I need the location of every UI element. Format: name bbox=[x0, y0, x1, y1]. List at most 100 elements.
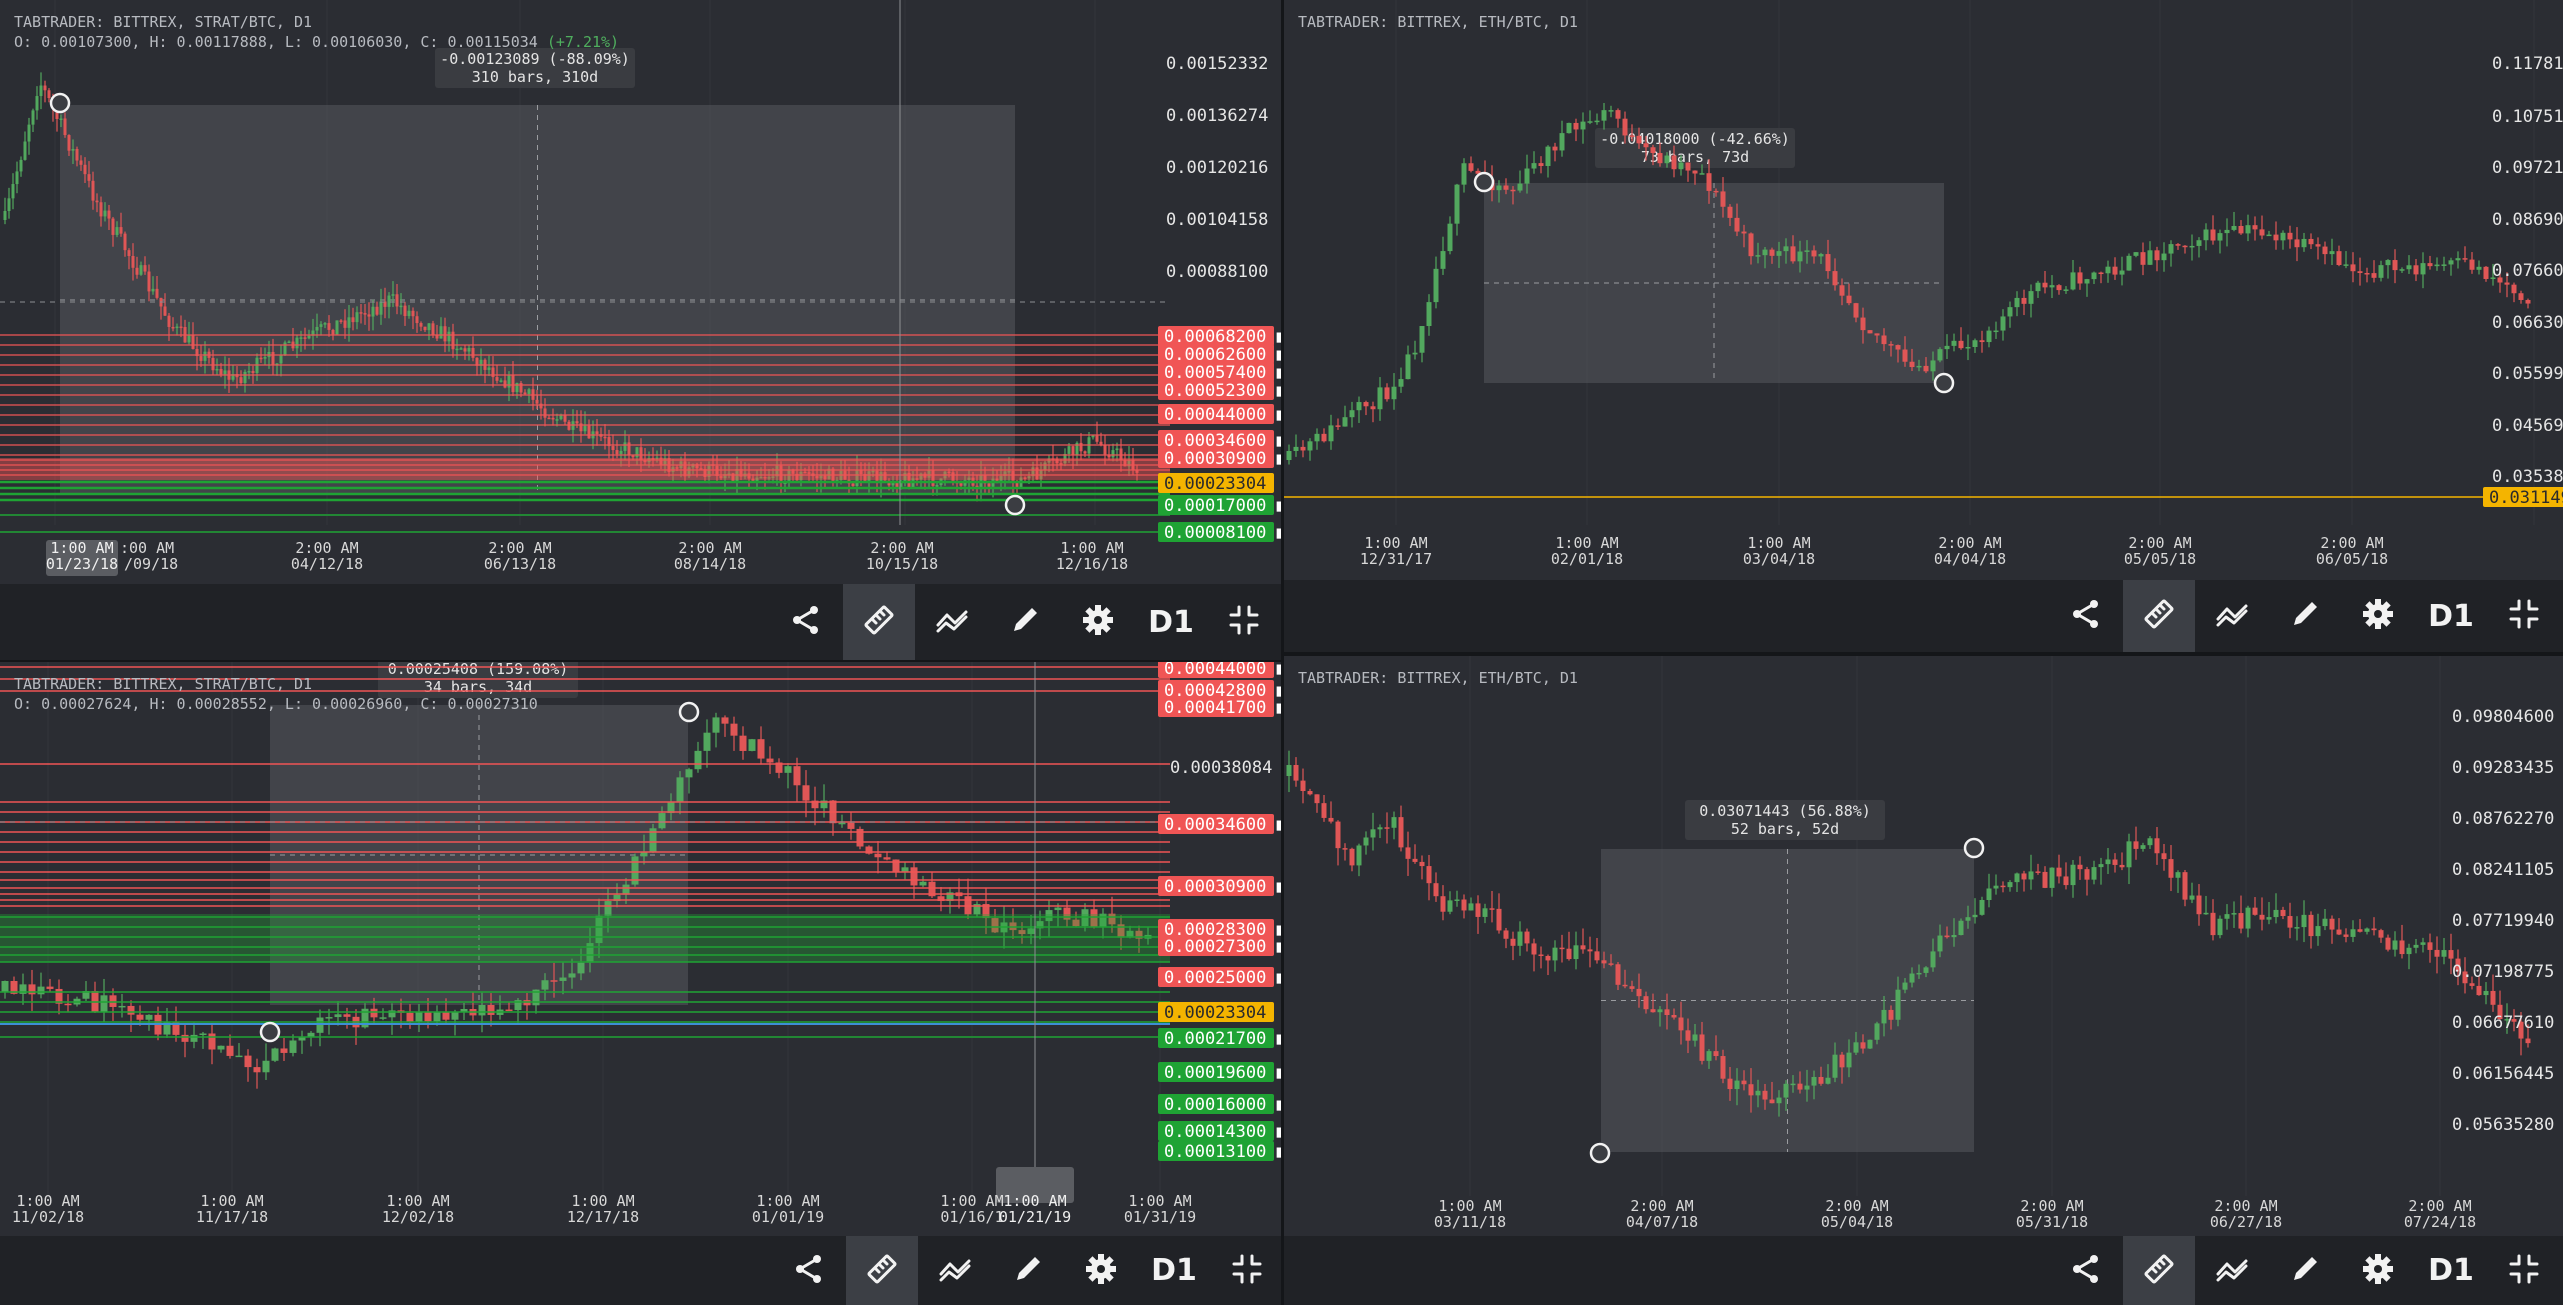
candle bbox=[399, 305, 403, 308]
indicator-button[interactable] bbox=[2196, 580, 2268, 652]
candle bbox=[1671, 1014, 1677, 1018]
symbol-label: TABTRADER: BITTREX, STRAT/BTC, D1 bbox=[14, 13, 313, 31]
pencil-button[interactable] bbox=[2269, 580, 2341, 652]
indicator-button[interactable] bbox=[919, 1236, 991, 1305]
candle bbox=[443, 326, 447, 342]
chart-panel-bottom-left[interactable]: 0.00025408 (159.08%) 34 bars, 34d 0.000380… bbox=[0, 662, 1281, 1236]
price-chart[interactable]: 0.03071443 (56.88%)52 bars, 52d 0.0980460… bbox=[1284, 656, 2563, 1236]
candle bbox=[10, 981, 18, 994]
candle bbox=[123, 233, 127, 251]
candle bbox=[568, 973, 576, 978]
candle bbox=[1377, 827, 1383, 830]
candle bbox=[1, 981, 9, 992]
candle bbox=[595, 431, 599, 435]
indicator-button[interactable] bbox=[2196, 1236, 2268, 1305]
gear-button[interactable] bbox=[1065, 1236, 1137, 1305]
candle bbox=[1622, 118, 1628, 136]
y-axis-tick-label: 0.08690676 bbox=[2492, 210, 2563, 230]
candle bbox=[67, 135, 71, 151]
ruler-icon bbox=[865, 1252, 899, 1290]
candle bbox=[1099, 441, 1103, 445]
share-button[interactable] bbox=[2050, 1236, 2122, 1305]
fullscreen-exit-button[interactable] bbox=[1208, 584, 1280, 660]
ruler-button[interactable] bbox=[846, 1236, 918, 1305]
x-axis-tick-date: 04/12/18 bbox=[291, 555, 363, 573]
candle bbox=[559, 414, 563, 420]
candle bbox=[343, 320, 347, 328]
ruler-button[interactable] bbox=[843, 584, 915, 660]
candle bbox=[163, 1022, 171, 1035]
timeframe-button[interactable]: D1 bbox=[2415, 580, 2487, 652]
candle bbox=[1321, 433, 1327, 442]
candle bbox=[1846, 1052, 1852, 1068]
share-button[interactable] bbox=[773, 1236, 845, 1305]
candle bbox=[2042, 871, 2048, 888]
pencil-button[interactable] bbox=[992, 1236, 1064, 1305]
indicator-button[interactable] bbox=[916, 584, 988, 660]
fullscreen-exit-button[interactable] bbox=[2488, 580, 2560, 652]
candle bbox=[1524, 931, 1530, 944]
candle bbox=[1321, 803, 1327, 818]
candle bbox=[1888, 344, 1894, 346]
share-button[interactable] bbox=[770, 584, 842, 660]
price-level-tag bbox=[1158, 1141, 1274, 1161]
candle bbox=[1007, 470, 1011, 473]
gear-button[interactable] bbox=[1062, 584, 1134, 660]
candle bbox=[27, 124, 31, 142]
candle bbox=[2399, 269, 2405, 271]
x-axis-tick-date: 06/05/18 bbox=[2316, 550, 2388, 568]
candle bbox=[2504, 282, 2510, 285]
candle bbox=[1608, 963, 1614, 965]
candle bbox=[1307, 441, 1313, 451]
candle bbox=[147, 271, 151, 292]
ruler-button[interactable] bbox=[2123, 580, 2195, 652]
price-level-tag bbox=[1158, 967, 1274, 987]
share-button[interactable] bbox=[2050, 580, 2122, 652]
candle bbox=[987, 483, 991, 487]
price-level-tag bbox=[1158, 697, 1274, 717]
timeframe-button[interactable]: D1 bbox=[1135, 584, 1207, 660]
price-level-label: 0.00030900 ■ bbox=[1164, 449, 1281, 469]
gear-button[interactable] bbox=[2342, 1236, 2414, 1305]
candle bbox=[1111, 450, 1115, 458]
measure-delta-label: -0.04018000 (-42.66%) bbox=[1600, 130, 1790, 148]
candle bbox=[431, 323, 435, 335]
candle bbox=[2392, 260, 2398, 271]
chart-panel-top-left[interactable]: -0.00123089 (-88.09%) 310 bars, 310d 0.001… bbox=[0, 0, 1281, 584]
candle bbox=[1531, 943, 1537, 955]
candle bbox=[583, 425, 587, 432]
candle bbox=[415, 1011, 423, 1022]
chart-panel-bottom-right[interactable]: 0.03071443 (56.88%) 52 bars, 52d 0.0980460… bbox=[1284, 656, 2563, 1236]
candle bbox=[1986, 888, 1992, 900]
candle bbox=[367, 314, 371, 317]
price-chart[interactable]: -0.00123089 (-88.09%)310 bars, 310d 0.001… bbox=[0, 0, 1281, 584]
gear-button[interactable] bbox=[2342, 580, 2414, 652]
candle bbox=[931, 470, 935, 486]
candle bbox=[1524, 168, 1530, 184]
fullscreen-exit-button[interactable] bbox=[1211, 1236, 1283, 1305]
pencil-button[interactable] bbox=[989, 584, 1061, 660]
pencil-button[interactable] bbox=[2269, 1236, 2341, 1305]
candle bbox=[715, 465, 719, 477]
ruler-button[interactable] bbox=[2123, 1236, 2195, 1305]
candle bbox=[1475, 903, 1481, 917]
candle bbox=[191, 335, 195, 350]
candle bbox=[1615, 110, 1621, 119]
candle bbox=[1706, 173, 1712, 191]
price-chart[interactable]: 0.00025408 (159.08%)34 bars, 34d0.000380… bbox=[0, 662, 1281, 1236]
candle bbox=[451, 1011, 459, 1020]
candle bbox=[2350, 264, 2356, 272]
candle bbox=[2000, 316, 2006, 331]
candle bbox=[2203, 229, 2209, 241]
fullscreen-exit-button[interactable] bbox=[2488, 1236, 2560, 1305]
timeframe-button[interactable]: D1 bbox=[1138, 1236, 1210, 1305]
candle bbox=[763, 476, 767, 479]
chart-panel-top-right[interactable]: -0.04018000 (-42.66%) 73 bars, 73d 0.11781… bbox=[1284, 0, 2563, 580]
candle bbox=[2147, 838, 2153, 846]
candle bbox=[1328, 817, 1334, 822]
timeframe-button[interactable]: D1 bbox=[2415, 1236, 2487, 1305]
price-chart[interactable]: -0.04018000 (-42.66%)73 bars, 73d 0.11781… bbox=[1284, 0, 2563, 580]
